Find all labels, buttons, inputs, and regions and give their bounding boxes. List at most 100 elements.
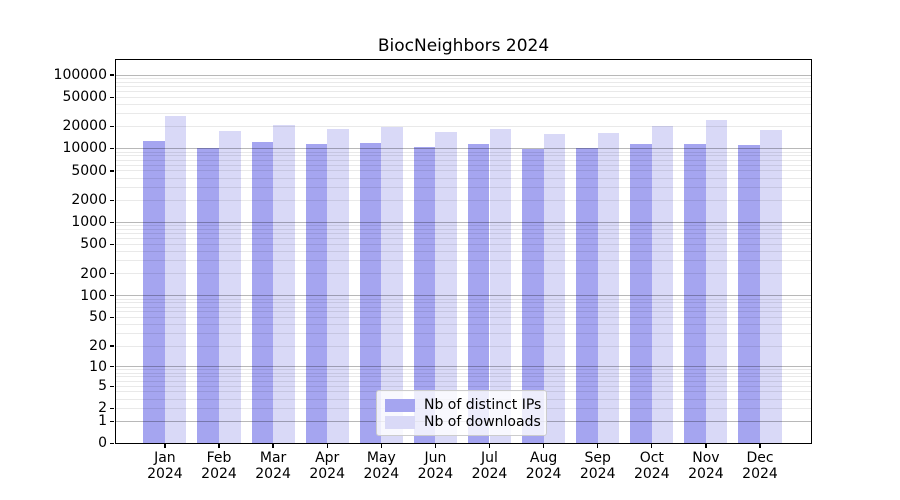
bar-ips-jan <box>143 140 165 444</box>
bar-downloads-jun <box>435 132 457 444</box>
y-tick-label: 200 <box>80 265 107 282</box>
y-tick-mark <box>109 345 114 347</box>
bar-ips-nov <box>684 144 706 444</box>
y-tick-mark <box>109 74 114 76</box>
y-tick-label: 5000 <box>71 162 107 179</box>
x-tick-year: 2024 <box>742 466 778 482</box>
x-tick-year: 2024 <box>255 466 291 482</box>
x-tick-year: 2024 <box>417 466 454 482</box>
bar-ips-aug <box>522 149 544 444</box>
x-tick-mark <box>434 443 437 448</box>
y-tick-label: 2000 <box>71 191 107 208</box>
x-tick-mark <box>597 443 599 448</box>
y-tick-label: 10 <box>89 358 107 375</box>
x-tick-month: Dec <box>746 449 774 466</box>
bar-downloads-nov <box>705 120 728 444</box>
y-tick-label: 500 <box>80 236 107 253</box>
x-tick-month: May <box>366 449 396 466</box>
bar-downloads-sep <box>597 132 620 444</box>
y-tick-mark <box>109 273 114 275</box>
y-tick-mark <box>109 317 114 319</box>
x-tick-label-jul: Jul 2024 <box>458 450 522 483</box>
bar-ips-sep <box>576 147 598 444</box>
x-tick-label-apr: Apr 2024 <box>295 450 359 483</box>
x-tick-month: Apr <box>315 449 340 466</box>
gridline-minor <box>115 81 812 83</box>
y-tick-label: 20000 <box>62 118 107 135</box>
x-tick-year: 2024 <box>363 466 400 482</box>
bar-ips-jun <box>413 146 436 444</box>
x-tick-month: Sep <box>584 449 611 466</box>
bar-downloads-aug <box>543 133 566 444</box>
bar-downloads-apr <box>327 129 349 444</box>
y-tick-mark <box>109 148 114 150</box>
x-tick-month: Nov <box>692 449 720 466</box>
y-tick-label: 100 <box>80 287 107 304</box>
plot-area: Jan 2024 Feb 2024 Mar 2024 Apr 2024 May 2024 Jun 20… <box>109 59 812 482</box>
bar-ips-apr <box>305 144 328 444</box>
x-tick-mark <box>272 443 274 448</box>
x-tick-year: 2024 <box>633 466 670 482</box>
y-tick-label: 50 <box>89 309 107 326</box>
x-tick-mark <box>488 443 491 448</box>
x-tick-mark <box>705 443 707 448</box>
x-tick-label-oct: Oct 2024 <box>620 450 684 483</box>
y-tick-mark <box>109 221 114 224</box>
x-tick-label-jun: Jun 2024 <box>403 450 467 483</box>
gridline-minor <box>115 90 812 92</box>
bar-downloads-may <box>381 126 403 444</box>
x-tick-month: Feb <box>206 449 232 466</box>
y-tick-mark <box>109 407 114 409</box>
x-tick-label-jan: Jan 2024 <box>133 450 197 483</box>
y-tick-mark <box>109 96 114 98</box>
y-tick-label: 5 <box>98 377 107 394</box>
bar-ips-dec <box>738 145 760 444</box>
y-tick-mark <box>109 125 114 128</box>
y-tick-mark <box>109 420 114 422</box>
legend-swatch-downloads <box>385 415 415 429</box>
x-tick-month: Jan <box>154 449 176 466</box>
y-tick-label: 1 <box>98 413 107 430</box>
x-tick-month: Jul <box>481 449 498 466</box>
y-tick-label: 2 <box>98 400 107 417</box>
x-tick-year: 2024 <box>147 466 183 482</box>
x-tick-year: 2024 <box>688 466 724 482</box>
gridline-minor <box>115 85 812 87</box>
x-tick-mark <box>651 443 653 448</box>
bar-downloads-oct <box>651 126 674 444</box>
bar-ips-mar <box>251 142 274 444</box>
x-tick-year: 2024 <box>309 466 345 482</box>
gridline-minor <box>115 113 812 115</box>
y-tick-mark <box>109 442 114 445</box>
bar-downloads-mar <box>273 125 295 444</box>
y-tick-label: 1000 <box>71 214 107 231</box>
x-tick-mark <box>164 443 166 448</box>
x-tick-label-aug: Aug 2024 <box>512 450 576 483</box>
x-tick-label-sep: Sep 2024 <box>566 450 630 483</box>
bar-downloads-jul <box>489 128 512 444</box>
x-tick-mark <box>326 443 328 448</box>
y-tick-mark <box>109 366 114 368</box>
legend-row-distinct-ips: Nb of distinct IPs <box>385 397 541 413</box>
x-tick-month: Mar <box>259 449 287 466</box>
y-tick-mark <box>109 243 114 246</box>
bar-downloads-dec <box>760 130 782 444</box>
bar-ips-may <box>359 142 382 444</box>
y-tick-mark <box>109 199 114 201</box>
gridline-minor <box>115 103 812 105</box>
x-tick-label-nov: Nov 2024 <box>674 450 738 483</box>
x-tick-month: Aug <box>529 449 558 466</box>
bar-downloads-jan <box>164 115 187 444</box>
y-tick-label: 100000 <box>53 66 107 83</box>
gridline-minor <box>115 77 812 79</box>
bar-downloads-feb <box>219 131 241 444</box>
x-tick-month: Oct <box>639 449 664 466</box>
x-tick-label-feb: Feb 2024 <box>187 450 251 483</box>
x-tick-mark <box>380 443 382 448</box>
bar-ips-feb <box>197 148 219 444</box>
gridline-minor <box>115 96 812 98</box>
x-tick-year: 2024 <box>579 466 616 482</box>
legend-row-downloads: Nb of downloads <box>385 414 541 430</box>
y-tick-label: 20 <box>89 337 107 354</box>
x-tick-mark <box>759 443 761 448</box>
